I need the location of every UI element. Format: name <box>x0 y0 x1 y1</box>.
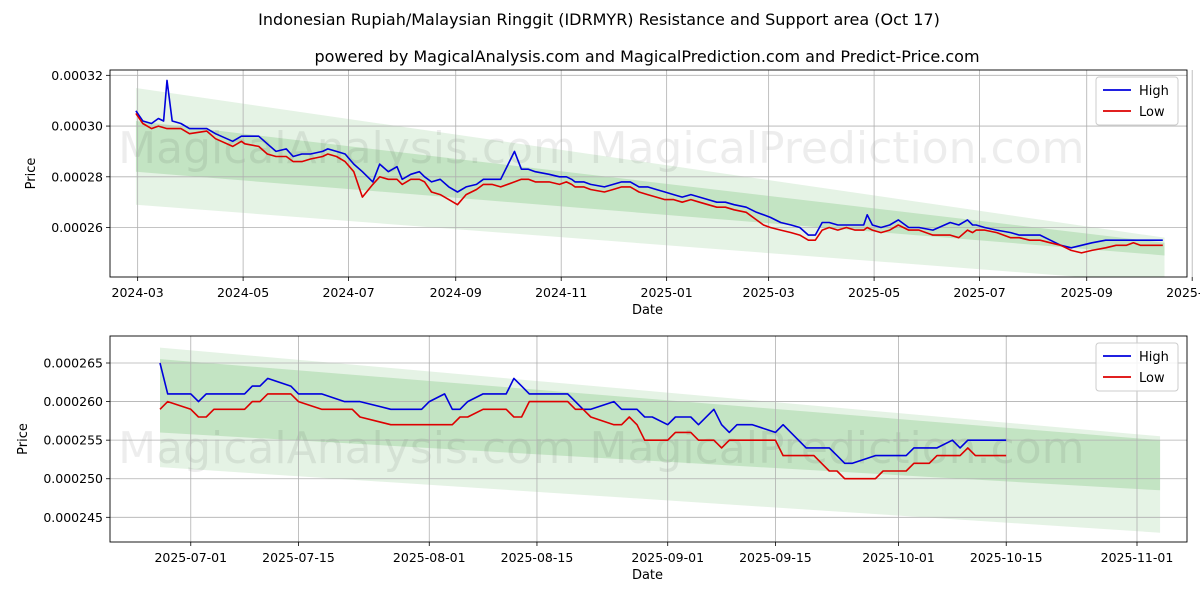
x-tick-label: 2025-05 <box>848 285 900 300</box>
x-tick-label: 2024-03 <box>112 285 164 300</box>
x-tick-label: 2025-09-01 <box>631 550 704 565</box>
x-tick-label: 2025-11 <box>1166 285 1200 300</box>
series-line-high <box>159 362 1007 465</box>
watermark-right: MagicalPrediction.com <box>590 123 1085 174</box>
x-tick-label: 2025-07-01 <box>154 550 227 565</box>
x-tick-label: 2025-08-01 <box>393 550 466 565</box>
bottom-chart: MagicalAnalysis.com MagicalPrediction.com… <box>16 335 1188 583</box>
y-tick-label: 0.000245 <box>43 510 103 525</box>
plot-frame <box>109 69 1188 278</box>
x-tick-label: 2025-09-15 <box>739 550 812 565</box>
x-tick-label: 2025-11-01 <box>1101 550 1174 565</box>
plot-frame <box>109 335 1188 543</box>
x-tick-label: 2024-09 <box>430 285 482 300</box>
x-tick-label: 2025-03 <box>743 285 795 300</box>
series-line-low <box>159 393 1007 480</box>
y-tick-label: 0.00026 <box>51 220 103 235</box>
y-tick-label: 0.000260 <box>43 394 103 409</box>
watermark-right: MagicalPrediction.com <box>590 423 1085 474</box>
chart-title: Indonesian Rupiah/Malaysian Ringgit (IDR… <box>258 10 940 29</box>
legend-label-low: Low <box>1139 371 1165 386</box>
x-tick-label: 2025-10-01 <box>862 550 935 565</box>
x-tick-label: 2025-07 <box>953 285 1005 300</box>
watermark-left: MagicalAnalysis.com <box>118 123 576 174</box>
y-tick-label: 0.000250 <box>43 471 103 486</box>
y-tick-label: 0.00028 <box>51 169 103 184</box>
legend-label-low: Low <box>1139 105 1165 120</box>
y-axis-label: Price <box>16 423 31 455</box>
y-tick-label: 0.00032 <box>51 68 103 83</box>
y-tick-label: 0.000265 <box>43 356 103 371</box>
x-axis-label: Date <box>632 568 663 583</box>
y-axis-label: Price <box>24 158 39 190</box>
x-axis-label: Date <box>632 303 663 318</box>
series-line-high <box>135 79 1163 249</box>
x-tick-label: 2025-07-15 <box>262 550 335 565</box>
legend-box <box>1095 76 1179 126</box>
x-tick-label: 2024-05 <box>217 285 269 300</box>
top-chart: MagicalAnalysis.com MagicalPrediction.com… <box>24 68 1200 318</box>
watermark-left: MagicalAnalysis.com <box>118 423 576 474</box>
legend-label-high: High <box>1139 350 1169 365</box>
legend-box <box>1095 342 1179 392</box>
chart-subtitle: powered by MagicalAnalysis.com and Magic… <box>314 47 979 66</box>
x-tick-label: 2025-08-15 <box>501 550 574 565</box>
x-tick-label: 2025-10-15 <box>970 550 1043 565</box>
x-tick-label: 2024-07 <box>322 285 374 300</box>
x-tick-label: 2025-09 <box>1061 285 1113 300</box>
chart-panels: MagicalAnalysis.com MagicalPrediction.com… <box>16 68 1200 583</box>
y-tick-label: 0.00030 <box>51 119 103 134</box>
y-tick-label: 0.000255 <box>43 433 103 448</box>
support-resistance-band-2 <box>160 359 1161 491</box>
legend-label-high: High <box>1139 84 1169 99</box>
series-line-low <box>135 112 1163 254</box>
x-tick-label: 2024-11 <box>535 285 587 300</box>
x-tick-label: 2025-01 <box>641 285 693 300</box>
